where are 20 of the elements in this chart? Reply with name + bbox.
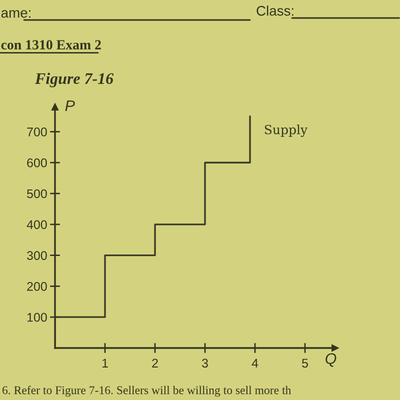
y-axis-title: P (65, 100, 75, 111)
x-tick-label: 1 (102, 358, 108, 368)
y-tick-label: 600 (27, 158, 47, 168)
y-tick-label: 100 (27, 312, 47, 322)
y-tick-label: 300 (26, 251, 47, 260)
chart-title: Figure 7-16 (34, 72, 114, 88)
y-tick-label: 200 (27, 282, 47, 291)
text: ame: (1, 10, 30, 18)
x-axis-title: Q (326, 353, 336, 367)
series-label: Supply (264, 124, 308, 137)
y-tick-label: 700 (27, 128, 47, 136)
y-tick-label: 400 (26, 220, 47, 230)
y-tick-label: 500 (27, 189, 47, 198)
x-tick-label: 2 (152, 358, 158, 368)
text: 6. Refer to Figure 7-16. Sellers will be willing to sell more th (2, 386, 292, 397)
x-tick-label: 3 (202, 358, 208, 368)
x-tick-label: 4 (252, 358, 258, 368)
x-tick-label: 5 (302, 358, 308, 368)
text: con 1310 Exam 2 (1, 40, 101, 50)
text: Class: (256, 6, 294, 16)
